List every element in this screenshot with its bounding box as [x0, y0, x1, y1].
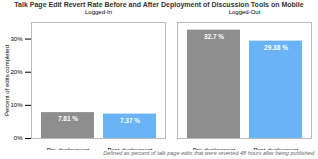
svg-text:7.81 %: 7.81 % [58, 115, 78, 122]
svg-text:Post-deployment: Post-deployment [107, 147, 152, 150]
svg-text:Percent of edits completed: Percent of edits completed [4, 45, 10, 116]
svg-text:Post-deployment: Post-deployment [253, 147, 298, 150]
html-text:Talk Page Edit Revert Rate Bef: Talk Page Edit Revert Rate Before and Af… [14, 1, 304, 8]
svg-text:20%: 20% [10, 69, 23, 75]
svg-text:0%: 0% [14, 135, 23, 141]
svg-text:10%: 10% [10, 102, 23, 108]
svg-text:7.37 %: 7.37 % [120, 117, 140, 124]
svg-text:29.38 %: 29.38 % [264, 44, 288, 51]
svg-text:Pre-deployment: Pre-deployment [193, 147, 236, 150]
html-text:Defined as percent of talk pag: Defined as percent of talk page edits th… [103, 150, 314, 156]
svg-text:Logged-In: Logged-In [85, 10, 112, 15]
svg-text:32.7 %: 32.7 % [204, 33, 224, 40]
svg-text:Pre-deployment: Pre-deployment [47, 147, 90, 150]
svg-text:30%: 30% [10, 36, 23, 42]
svg-text:Logged-Out: Logged-Out [229, 10, 261, 15]
